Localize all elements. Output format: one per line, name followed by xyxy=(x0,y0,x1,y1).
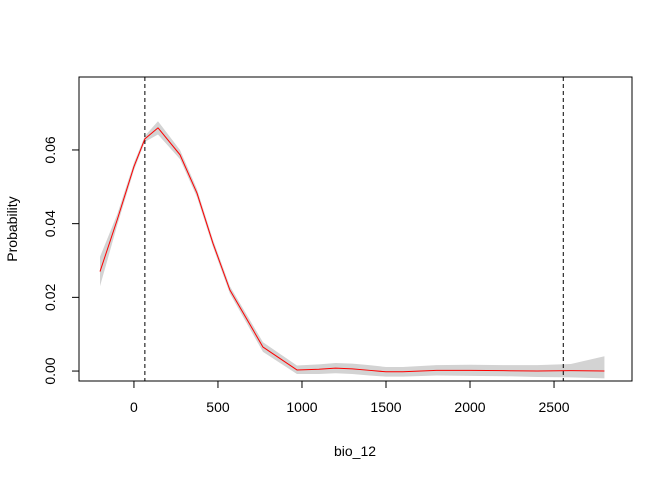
confidence-band xyxy=(100,121,605,379)
x-tick-label: 1500 xyxy=(370,399,401,415)
x-tick-label: 2000 xyxy=(454,399,485,415)
plot-area xyxy=(99,77,605,381)
x-axis: 0 500 1000 1500 2000 2500 xyxy=(130,380,570,415)
plot-box xyxy=(78,76,633,382)
y-tick-label: 0.02 xyxy=(42,284,58,311)
y-tick-label: 0.04 xyxy=(42,210,58,237)
y-axis-label: Probability xyxy=(4,196,20,261)
x-axis-label: bio_12 xyxy=(334,443,376,459)
x-tick-label: 0 xyxy=(130,399,138,415)
y-axis: 0.00 0.02 0.04 0.06 xyxy=(42,136,80,385)
series-line xyxy=(99,127,605,373)
x-tick-label: 500 xyxy=(206,399,230,415)
x-tick-label: 2500 xyxy=(538,399,569,415)
y-tick-label: 0.06 xyxy=(42,136,58,163)
y-tick-label: 0.00 xyxy=(42,357,58,384)
x-tick-label: 1000 xyxy=(286,399,317,415)
